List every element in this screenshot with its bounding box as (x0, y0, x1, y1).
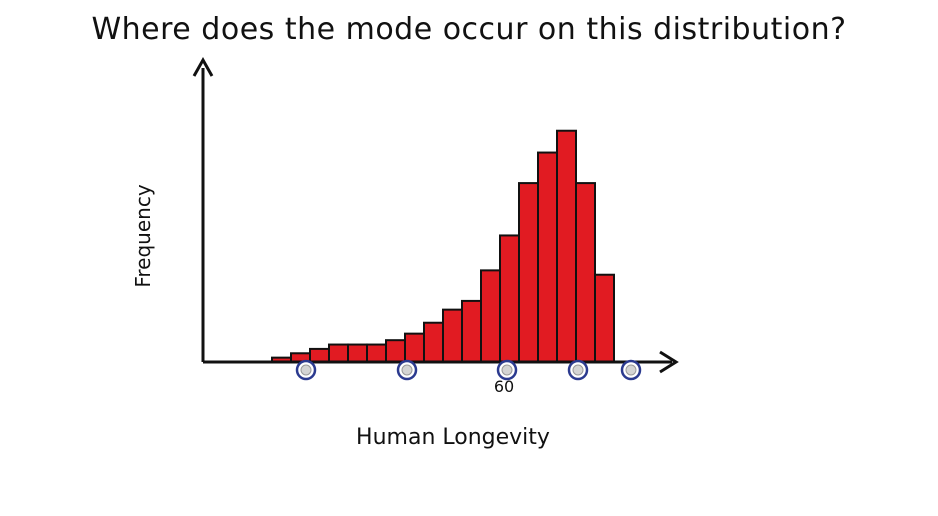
answer-option-dot (501, 364, 513, 376)
histogram-bar (480, 269, 501, 364)
histogram-bar (423, 321, 444, 363)
histogram-bar (366, 343, 387, 363)
histogram-bar (499, 234, 520, 363)
answer-option-radio[interactable] (295, 359, 317, 381)
y-axis-arrow (192, 56, 214, 77)
histogram-bar (442, 308, 463, 363)
x-axis-label: Human Longevity (356, 425, 550, 450)
histogram-bar (404, 332, 425, 363)
answer-option-dot (401, 364, 413, 376)
bars-group (271, 129, 615, 364)
question-title: Where does the mode occur on this distri… (91, 12, 847, 47)
answer-option-radio[interactable] (567, 359, 589, 381)
answer-option-radio[interactable] (496, 359, 518, 381)
x-axis-arrow (659, 350, 679, 374)
histogram-bar (518, 182, 539, 363)
histogram-bar (556, 129, 577, 363)
answer-option-radio[interactable] (396, 359, 418, 381)
answer-options-group (295, 359, 642, 381)
answer-option-dot (625, 364, 637, 376)
histogram-bar (328, 343, 349, 363)
x-tick-label: 60 (494, 377, 514, 396)
answer-option-dot (572, 364, 584, 376)
histogram-bar (309, 347, 330, 363)
histogram-bar (347, 343, 368, 363)
histogram-bar (461, 299, 482, 363)
histogram-bar (575, 182, 596, 363)
answer-option-radio[interactable] (620, 359, 642, 381)
histogram-bar (537, 151, 558, 363)
answer-option-dot (300, 364, 312, 376)
axes-group (192, 56, 679, 374)
histogram-bar (594, 273, 615, 363)
histogram-bar (385, 339, 406, 364)
y-axis-label: Frequency (131, 184, 155, 287)
